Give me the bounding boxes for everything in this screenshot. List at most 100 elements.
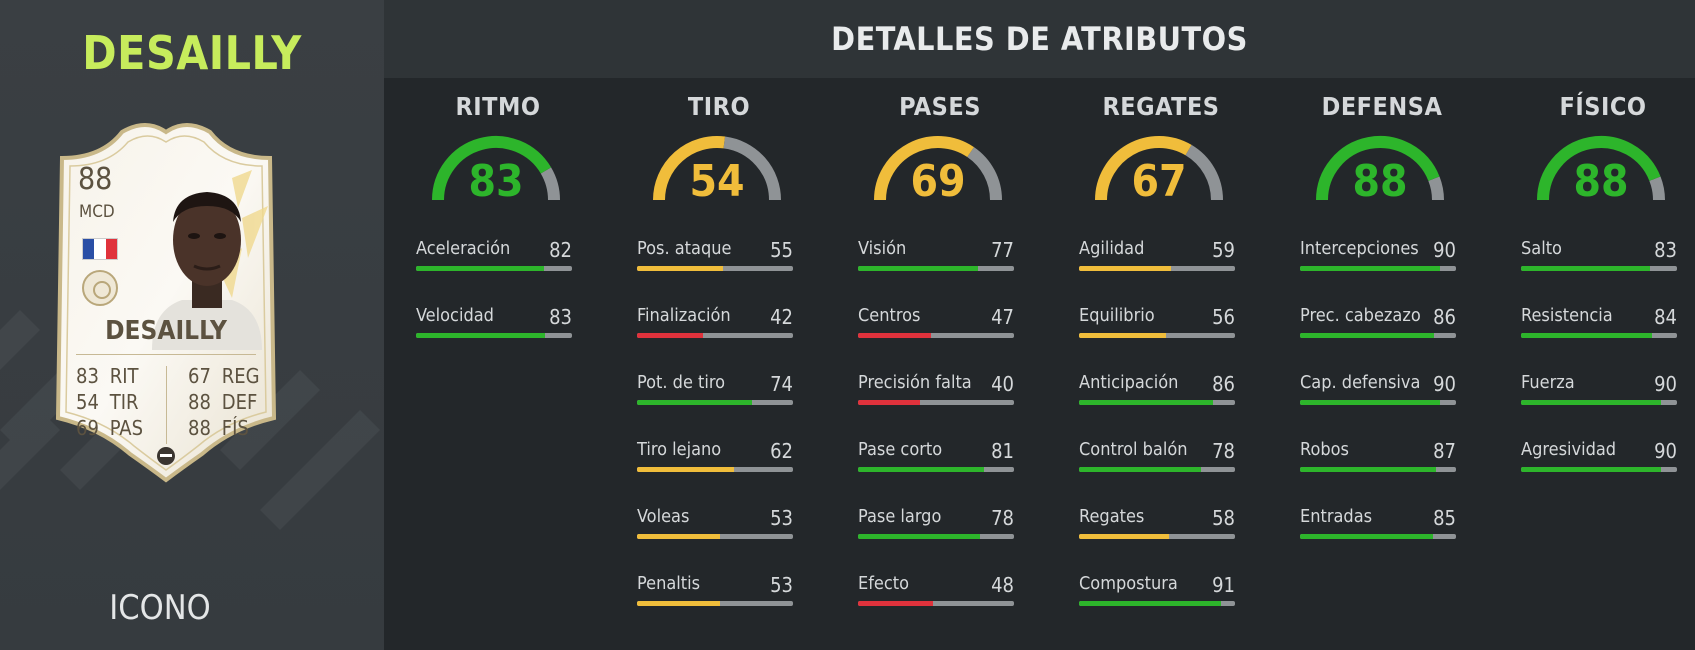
gauge-fill xyxy=(1316,136,1440,201)
attribute-bar-fill xyxy=(637,601,720,606)
attribute-label: Agresividad xyxy=(1521,439,1617,460)
category-title: TIRO xyxy=(687,92,751,121)
attribute-bar xyxy=(1521,266,1677,271)
attribute-row: Salto 83 xyxy=(1521,238,1677,278)
attribute-value: 47 xyxy=(991,305,1014,329)
attribute-label: Equilibrio xyxy=(1079,305,1155,326)
category-title: PASES xyxy=(899,92,981,121)
attribute-label: Prec. cabezazo xyxy=(1300,305,1421,326)
attribute-bar xyxy=(416,266,572,271)
attribute-label: Pase largo xyxy=(858,506,942,527)
attribute-value: 90 xyxy=(1654,372,1677,396)
attribute-value: 78 xyxy=(991,506,1014,530)
card-position: MCD xyxy=(79,202,115,222)
card-stat-rit: 83 RIT xyxy=(76,364,139,388)
attribute-bar-fill xyxy=(1300,333,1435,338)
chemistry-style-icon xyxy=(157,447,175,465)
attribute-bar-fill xyxy=(1079,601,1221,606)
attribute-bar xyxy=(1300,333,1456,338)
category-gauge: 67 xyxy=(1089,130,1229,210)
category-físico: FÍSICO 88 Salto 83 Resistencia 84 Fuerza 90 Agre… xyxy=(1503,78,1695,650)
icon-badge-icon xyxy=(82,270,118,306)
attribute-row: Finalización 42 xyxy=(637,305,793,345)
attribute-bar xyxy=(1300,467,1456,472)
card-player-name: DESAILLY xyxy=(105,316,227,346)
attribute-row: Voleas 53 xyxy=(637,506,793,546)
attribute-value: 85 xyxy=(1433,506,1456,530)
attribute-bar xyxy=(858,400,1014,405)
attribute-value: 58 xyxy=(1212,506,1235,530)
attribute-bar xyxy=(1300,400,1456,405)
attribute-row: Pase largo 78 xyxy=(858,506,1014,546)
attribute-value: 90 xyxy=(1433,372,1456,396)
category-gauge: 88 xyxy=(1531,130,1671,210)
attribute-row: Regates 58 xyxy=(1079,506,1235,546)
card-stat-def: 88 DEF xyxy=(188,390,258,414)
attribute-bar xyxy=(637,534,793,539)
card-divider xyxy=(76,354,256,355)
attribute-label: Visión xyxy=(858,238,907,259)
attribute-row: Agilidad 59 xyxy=(1079,238,1235,278)
attribute-bar-fill xyxy=(858,534,980,539)
attribute-value: 62 xyxy=(770,439,793,463)
player-card[interactable]: 88 MCD DESAILLY 83 RIT 54 TIR 69 PAS 67 … xyxy=(42,118,290,488)
attribute-bar-fill xyxy=(1521,333,1653,338)
attribute-row: Compostura 91 xyxy=(1079,573,1235,613)
attribute-value: 59 xyxy=(1212,238,1235,262)
attribute-bar-fill xyxy=(637,266,723,271)
card-rating: 88 xyxy=(78,162,113,197)
attribute-label: Compostura xyxy=(1079,573,1178,594)
attribute-bar-fill xyxy=(637,333,703,338)
attribute-row: Velocidad 83 xyxy=(416,305,572,345)
attribute-label: Agilidad xyxy=(1079,238,1145,259)
attribute-bar-fill xyxy=(858,467,985,472)
attribute-bar-fill xyxy=(1521,467,1662,472)
attribute-row: Efecto 48 xyxy=(858,573,1014,613)
attribute-bar xyxy=(1300,266,1456,271)
card-type-label: ICONO xyxy=(109,588,211,628)
attribute-bar-fill xyxy=(1079,534,1170,539)
category-rating: 88 xyxy=(1573,156,1629,207)
attribute-bar xyxy=(637,266,793,271)
attribute-label: Precisión falta xyxy=(858,372,972,393)
attribute-row: Intercepciones 90 xyxy=(1300,238,1456,278)
attribute-bar-fill xyxy=(637,467,734,472)
attribute-row: Penaltis 53 xyxy=(637,573,793,613)
category-ritmo: RITMO 83 Aceleración 82 Velocidad 83 xyxy=(398,78,598,650)
category-title: FÍSICO xyxy=(1559,92,1647,121)
attribute-label: Intercepciones xyxy=(1300,238,1419,259)
attribute-bar xyxy=(1079,467,1235,472)
attribute-row: Aceleración 82 xyxy=(416,238,572,278)
attribute-row: Precisión falta 40 xyxy=(858,372,1014,412)
attribute-bar-fill xyxy=(1521,266,1651,271)
attribute-bar xyxy=(1521,333,1677,338)
card-stat-reg: 67 REG xyxy=(188,364,260,388)
attribute-bar xyxy=(416,333,572,338)
attribute-bar xyxy=(858,266,1014,271)
attribute-row: Cap. defensiva 90 xyxy=(1300,372,1456,412)
attribute-label: Regates xyxy=(1079,506,1145,527)
category-pases: PASES 69 Visión 77 Centros 47 Precisión falta 4… xyxy=(840,78,1040,650)
attribute-bar-fill xyxy=(416,333,546,338)
gauge-track xyxy=(540,167,560,201)
attribute-bar-fill xyxy=(1300,467,1436,472)
attribute-row: Pos. ataque 55 xyxy=(637,238,793,278)
gauge-fill xyxy=(874,136,974,201)
attribute-value: 77 xyxy=(991,238,1014,262)
category-regates: REGATES 67 Agilidad 59 Equilibrio 56 Anticipac… xyxy=(1061,78,1261,650)
category-gauge: 69 xyxy=(868,130,1008,210)
attribute-bar xyxy=(858,601,1014,606)
gauge-track xyxy=(723,136,781,201)
attribute-label: Centros xyxy=(858,305,921,326)
attribute-row: Agresividad 90 xyxy=(1521,439,1677,479)
gauge-track xyxy=(1185,144,1223,201)
category-rating: 67 xyxy=(1131,156,1187,207)
attribute-value: 74 xyxy=(770,372,793,396)
card-divider-vertical xyxy=(166,366,167,444)
attribute-value: 53 xyxy=(770,506,793,530)
gauge-fill xyxy=(432,136,552,201)
attribute-row: Pot. de tiro 74 xyxy=(637,372,793,412)
attribute-label: Tiro lejano xyxy=(637,439,722,460)
attribute-label: Efecto xyxy=(858,573,910,594)
attribute-row: Pase corto 81 xyxy=(858,439,1014,479)
